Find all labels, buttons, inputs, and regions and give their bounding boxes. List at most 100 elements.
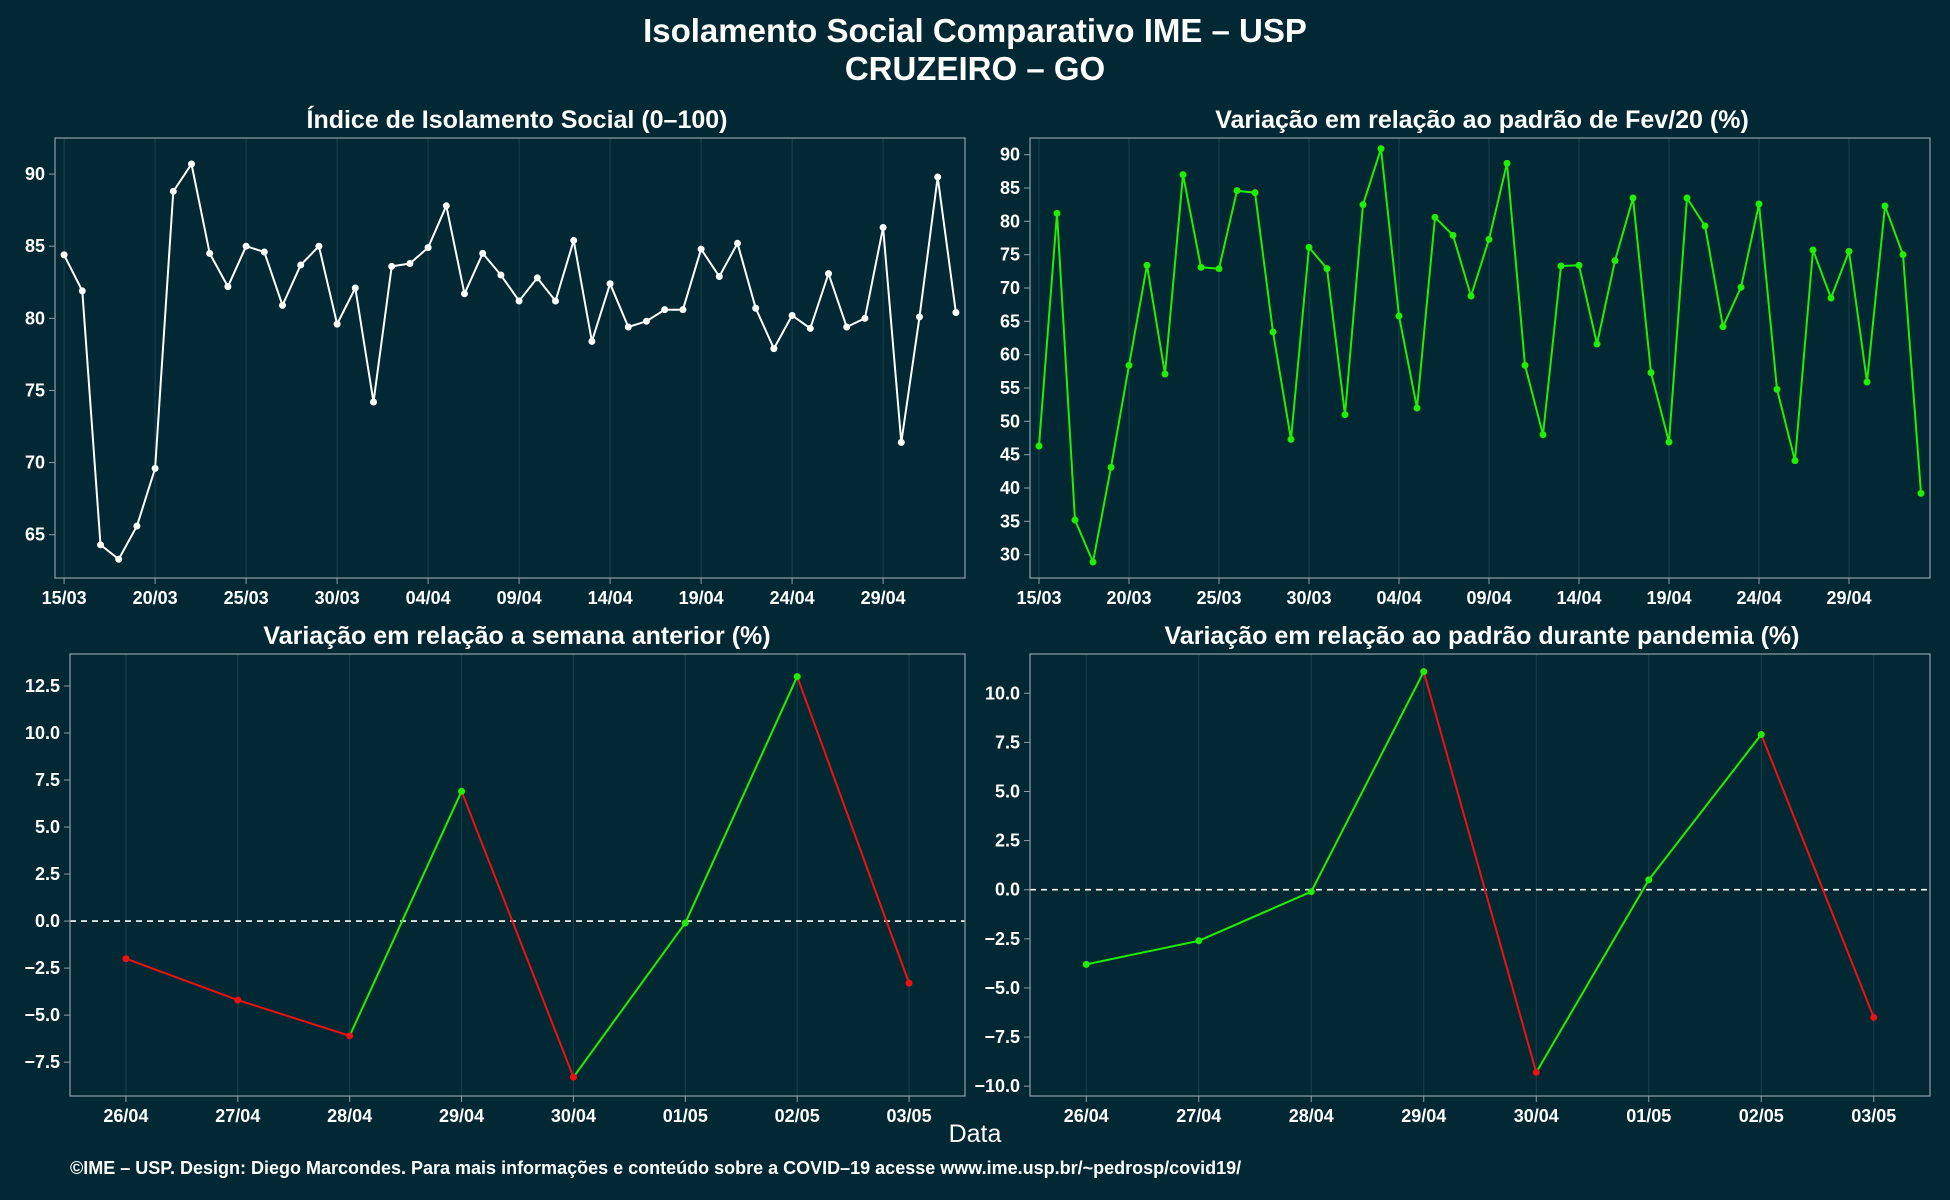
data-point — [934, 173, 942, 181]
data-point — [897, 438, 905, 446]
y-tick-label: −7.5 — [984, 1027, 1020, 1047]
y-tick-label: 7.5 — [35, 770, 60, 790]
y-tick-label: 85 — [25, 236, 45, 256]
y-tick-label: 10.0 — [985, 683, 1020, 703]
data-point — [1719, 323, 1727, 331]
data-point — [461, 290, 468, 298]
y-tick-label: 85 — [1000, 178, 1020, 198]
y-tick-label: 45 — [1000, 445, 1020, 465]
x-tick-label: 30/03 — [1286, 588, 1331, 608]
data-point — [169, 187, 177, 195]
data-point — [570, 236, 578, 244]
data-point — [1449, 231, 1457, 239]
data-point — [643, 317, 650, 325]
data-point — [1161, 370, 1169, 378]
data-point — [681, 919, 689, 927]
data-point — [788, 311, 796, 319]
data-point — [734, 239, 741, 247]
data-point — [122, 955, 130, 963]
y-tick-label: −5.0 — [24, 1005, 60, 1025]
data-point — [515, 297, 523, 305]
data-point — [1503, 159, 1511, 167]
x-tick-label: 14/04 — [588, 588, 633, 608]
data-point — [479, 249, 487, 257]
data-point — [916, 313, 923, 321]
data-point — [793, 673, 801, 681]
data-point — [1233, 187, 1241, 195]
data-point — [442, 202, 450, 210]
data-point — [1809, 246, 1817, 254]
panel-title: Variação em relação a semana anterior (%… — [263, 622, 770, 650]
footer-credit: ©IME – USP. Design: Diego Marcondes. Par… — [70, 1158, 1242, 1178]
data-point — [679, 306, 687, 314]
x-tick-label: 09/04 — [1466, 588, 1511, 608]
x-tick-label: 29/04 — [1826, 588, 1871, 608]
x-tick-label: 04/04 — [1376, 588, 1421, 608]
data-point — [1341, 411, 1349, 419]
data-point — [1757, 731, 1765, 739]
data-point — [715, 272, 723, 280]
data-point — [260, 248, 268, 256]
data-point — [533, 274, 541, 282]
x-tick-label: 26/04 — [103, 1106, 148, 1126]
panel-title: Índice de Isolamento Social (0–100) — [307, 105, 728, 134]
series-segment — [1422, 671, 1538, 1073]
data-point — [1053, 209, 1061, 217]
data-point — [1195, 937, 1203, 945]
data-point — [1035, 442, 1043, 450]
series-segment — [237, 999, 350, 1037]
series-segment — [460, 790, 575, 1078]
data-point — [1863, 378, 1871, 386]
data-point — [661, 306, 669, 314]
x-tick-label: 19/04 — [679, 588, 724, 608]
data-point — [752, 304, 760, 312]
data-point — [1323, 265, 1331, 273]
series-segment — [125, 957, 239, 1002]
x-tick-label: 02/05 — [775, 1106, 820, 1126]
data-point — [133, 522, 141, 530]
x-tick-label: 27/04 — [1176, 1106, 1221, 1126]
x-tick-label: 28/04 — [1289, 1106, 1334, 1126]
y-tick-label: 75 — [1000, 245, 1020, 265]
y-tick-label: 2.5 — [995, 831, 1020, 851]
series-segment — [1760, 734, 1875, 1018]
series-segment — [1647, 733, 1763, 881]
y-tick-label: −2.5 — [24, 958, 60, 978]
x-tick-label: 30/03 — [315, 588, 360, 608]
y-tick-label: 40 — [1000, 478, 1020, 498]
data-point — [1917, 489, 1925, 497]
data-point — [497, 271, 505, 279]
series-segment — [1198, 890, 1312, 942]
x-tick-label: 30/04 — [1514, 1106, 1559, 1126]
data-point — [1359, 201, 1367, 209]
x-tick-label: 24/04 — [1736, 588, 1781, 608]
y-tick-label: 30 — [1000, 545, 1020, 565]
data-point — [861, 314, 869, 322]
plot-frame — [1029, 653, 1931, 1097]
y-tick-label: 90 — [1000, 145, 1020, 165]
series-segment — [572, 922, 687, 1078]
x-axis-label: Data — [948, 1120, 1002, 1148]
x-tick-label: 04/04 — [406, 588, 451, 608]
y-tick-label: 70 — [1000, 278, 1020, 298]
data-point — [242, 242, 250, 250]
series-segment — [348, 790, 463, 1037]
data-point — [388, 262, 396, 270]
data-point — [115, 555, 123, 563]
data-point — [1467, 292, 1475, 300]
data-point — [1089, 558, 1097, 566]
chart-panel-3: Variação em relação a semana anterior (%… — [24, 622, 966, 1126]
plot-frame — [1029, 137, 1931, 579]
plot-frame — [69, 653, 966, 1097]
data-point — [1683, 194, 1691, 202]
data-point — [1532, 1068, 1540, 1076]
y-tick-label: 35 — [1000, 511, 1020, 531]
data-point — [1082, 960, 1090, 968]
data-point — [569, 1073, 577, 1081]
data-point — [806, 324, 814, 332]
x-tick-label: 29/04 — [439, 1106, 484, 1126]
series-line — [1038, 148, 1922, 566]
x-tick-label: 26/04 — [1064, 1106, 1109, 1126]
panel-title: Variação em relação ao padrão de Fev/20 … — [1215, 106, 1749, 134]
data-point — [588, 337, 596, 345]
